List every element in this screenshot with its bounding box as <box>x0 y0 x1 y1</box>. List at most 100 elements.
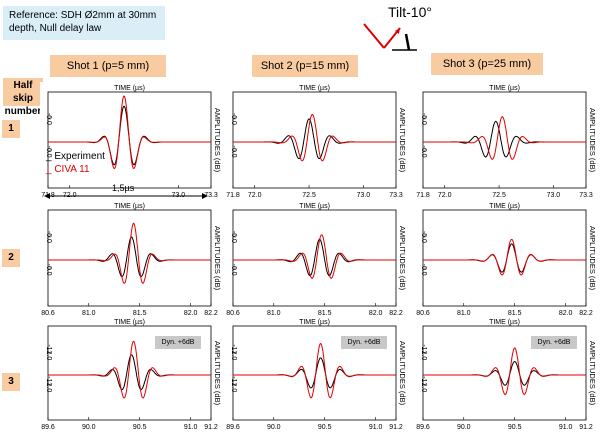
x-axis-title: TIME (µs) <box>114 203 145 210</box>
x-tick-label: 72.0 <box>438 192 452 199</box>
civa-series-line <box>233 342 396 399</box>
x-tick-label: 82.2 <box>204 310 218 317</box>
x-tick-label: 90.0 <box>82 424 96 431</box>
panel-row1-shot1: TIME (µs)AMPLITUDES (dB)-6.0-6.071.872.0… <box>40 82 225 204</box>
civa-series-line <box>48 222 211 284</box>
x-tick-label: 71.8 <box>416 192 430 199</box>
experiment-series-line <box>423 360 586 386</box>
pulse-width-annotation: 1,5µs <box>112 183 135 193</box>
x-tick-label: 80.6 <box>226 310 240 317</box>
x-tick-label: 73.3 <box>579 192 593 199</box>
experiment-series-line <box>48 236 211 278</box>
y-axis-title: AMPLITUDES (dB) <box>213 108 222 173</box>
half-skip-header: Half skip number <box>3 78 43 117</box>
x-tick-label: 81.5 <box>508 310 522 317</box>
civa-series-line <box>423 238 586 276</box>
x-tick-label: 89.6 <box>416 424 430 431</box>
row-number-2: 2 <box>2 249 20 267</box>
x-tick-label: 91.0 <box>184 424 198 431</box>
x-tick-label: 91.2 <box>389 424 403 431</box>
x-tick-label: 91.2 <box>579 424 593 431</box>
x-tick-label: 73.0 <box>357 192 371 199</box>
dyn-label-shot1: Dyn. +6dB <box>155 336 201 349</box>
x-tick-label: 81.0 <box>267 310 281 317</box>
x-axis-title: TIME (µs) <box>299 203 330 210</box>
plot-frame <box>422 325 587 421</box>
row-number-3: 3 <box>2 373 20 391</box>
reference-box: Reference: SDH Ø2mm at 30mm depth, Null … <box>3 6 165 40</box>
civa-series-line <box>233 114 396 162</box>
x-tick-label: 91.0 <box>369 424 383 431</box>
x-tick-label: 82.0 <box>184 310 198 317</box>
plot-frame <box>47 209 212 307</box>
x-tick-label: 91.2 <box>204 424 218 431</box>
x-tick-label: 80.6 <box>416 310 430 317</box>
x-tick-label: 73.3 <box>389 192 403 199</box>
x-tick-label: 72.5 <box>302 192 316 199</box>
civa-series-line <box>48 340 211 399</box>
experiment-series-line <box>48 354 211 391</box>
y-axis-title: AMPLITUDES (dB) <box>398 341 407 406</box>
x-tick-label: 81.0 <box>457 310 471 317</box>
x-tick-label: 71.8 <box>226 192 240 199</box>
x-tick-label: 73.3 <box>204 192 218 199</box>
panel-row2-shot2: TIME (µs)AMPLITUDES (dB)-6.0-6.080.6 81.0… <box>225 200 410 322</box>
y-axis-title: AMPLITUDES (dB) <box>213 341 222 406</box>
civa-series-line <box>48 95 211 170</box>
civa-series-line <box>423 116 586 160</box>
plot-frame <box>422 91 587 189</box>
reference-line-2: depth, Null delay law <box>9 23 102 34</box>
tilt-arrow-icon <box>363 23 417 51</box>
panel-row3-shot2: TIME (µs)AMPLITUDES (dB)-12.0-12.089.6 90… <box>225 316 410 436</box>
panel-row1-shot3: TIME (µs)AMPLITUDES (dB)-6.0-6.071.8 72.0… <box>415 82 600 204</box>
x-axis-title: TIME (µs) <box>299 85 330 92</box>
panel-row1-shot2: TIME (µs)AMPLITUDES (dB)-6.0-6.071.8 72.0… <box>225 82 410 204</box>
y-axis-title: AMPLITUDES (dB) <box>398 108 407 173</box>
x-tick-label: 81.5 <box>133 310 147 317</box>
x-tick-label: 90.5 <box>318 424 332 431</box>
x-tick-label: 90.5 <box>508 424 522 431</box>
y-axis-title: AMPLITUDES (dB) <box>588 341 597 406</box>
panel-row2-shot1: TIME (µs)AMPLITUDES (dB)-6.0-6.080.6 81.0… <box>40 200 225 322</box>
dyn-label-shot2: Dyn. +6dB <box>341 336 387 349</box>
y-axis-title: AMPLITUDES (dB) <box>213 226 222 291</box>
panel-row3-shot1: TIME (µs)AMPLITUDES (dB)-12.0-12.089.6 90… <box>40 316 225 436</box>
x-tick-label: 80.6 <box>41 310 55 317</box>
x-axis-title: TIME (µs) <box>114 319 145 326</box>
panel-row2-shot3: TIME (µs)AMPLITUDES (dB)-6.0-6.080.6 81.0… <box>415 200 600 322</box>
experiment-series-line <box>423 243 586 273</box>
x-tick-label: 72.0 <box>248 192 262 199</box>
y-axis-title: AMPLITUDES (dB) <box>588 108 597 173</box>
plot-frame <box>422 209 587 307</box>
x-tick-label: 82.0 <box>559 310 573 317</box>
x-tick-label: 73.0 <box>547 192 561 199</box>
x-tick-label: 81.0 <box>82 310 96 317</box>
x-tick-label: 91.0 <box>559 424 573 431</box>
x-axis-title: TIME (µs) <box>489 203 520 210</box>
experiment-series-line <box>233 118 396 160</box>
plot-frame <box>232 325 397 421</box>
y-axis-title: AMPLITUDES (dB) <box>398 226 407 291</box>
x-axis-title: TIME (µs) <box>489 319 520 326</box>
x-tick-label: 90.0 <box>457 424 471 431</box>
plot-frame <box>232 91 397 189</box>
pulse-width-arrow <box>44 193 208 199</box>
row-number-1: 1 <box>2 120 20 138</box>
civa-series-line <box>233 234 396 279</box>
x-tick-label: 82.2 <box>389 310 403 317</box>
shot-2-header: Shot 2 (p=15 mm) <box>252 55 358 77</box>
tilt-label: Tilt-10° <box>388 4 432 20</box>
shot-3-header: Shot 3 (p=25 mm) <box>431 53 543 75</box>
half-skip-line-1: Half skip <box>12 80 33 104</box>
panel-row3-shot3: TIME (µs)AMPLITUDES (dB)-12.0-12.089.6 90… <box>415 316 600 436</box>
plot-frame <box>47 91 212 189</box>
experiment-series-line <box>423 120 586 158</box>
half-skip-line-2: number <box>4 106 42 117</box>
x-tick-label: 82.2 <box>579 310 593 317</box>
x-axis-title: TIME (µs) <box>489 85 520 92</box>
legend-experiment: _ Experiment <box>46 151 105 162</box>
plot-frame <box>47 325 212 421</box>
x-tick-label: 81.5 <box>318 310 332 317</box>
shot-1-header: Shot 1 (p=5 mm) <box>50 55 166 77</box>
civa-series-line <box>423 347 586 396</box>
